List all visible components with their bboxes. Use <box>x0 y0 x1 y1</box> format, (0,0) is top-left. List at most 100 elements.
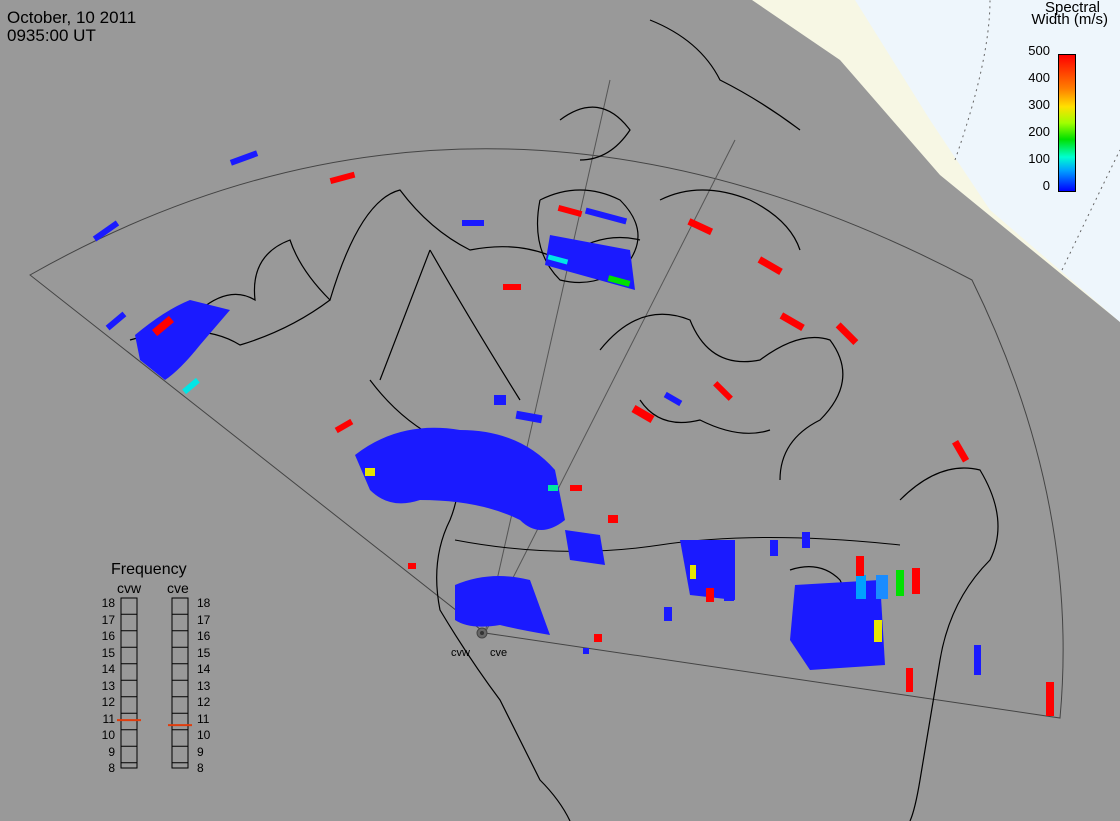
frequency-scale-label: 8 <box>197 761 204 775</box>
echo-bar <box>229 150 259 166</box>
echo-bar <box>770 540 778 556</box>
frequency-scale-label: 14 <box>101 662 115 676</box>
frequency-scale-label: 9 <box>197 744 204 759</box>
echo-bar <box>974 645 981 675</box>
frequency-scale-label: 11 <box>197 711 210 726</box>
colorbar-tick: 100 <box>1028 151 1050 166</box>
frequency-radar-label-cvw: cvw <box>117 580 142 596</box>
echo-bar <box>856 556 864 576</box>
field-of-view-boundary <box>29 148 1064 719</box>
echo-bar <box>690 565 696 579</box>
echo-bar <box>583 648 589 654</box>
echo-region-east <box>790 580 885 670</box>
echo-bar <box>557 204 583 218</box>
echo-bar <box>570 485 582 491</box>
echo-bar <box>906 668 913 692</box>
echo-bar <box>584 207 628 225</box>
frequency-gauge-cvw <box>120 597 138 769</box>
echo-bar <box>896 570 904 596</box>
beam-line-west <box>484 79 611 634</box>
echo-bar <box>105 311 127 331</box>
echo-bar <box>608 515 618 523</box>
echo-bar <box>664 607 672 621</box>
echo-bar <box>503 284 521 290</box>
frequency-scale-label: 12 <box>197 695 211 709</box>
frequency-scale-label: 13 <box>101 678 115 693</box>
echo-bar <box>548 485 558 491</box>
echo-bar <box>952 439 970 463</box>
colorbar <box>1058 54 1076 192</box>
echo-bar <box>329 171 356 185</box>
frequency-scale-label: 9 <box>108 744 115 759</box>
date-label: October, 10 2011 <box>7 8 137 27</box>
echo-bar <box>874 620 882 642</box>
echo-bar <box>1046 682 1054 716</box>
frequency-scale-label: 13 <box>197 678 211 693</box>
frequency-scale-label: 18 <box>197 596 211 610</box>
frequency-scale-label: 14 <box>197 662 211 676</box>
echo-bar <box>687 218 714 236</box>
echo-bar <box>494 395 506 405</box>
frequency-scale-label: 12 <box>101 695 115 709</box>
radar-echoes <box>92 150 1054 716</box>
echo-bar <box>912 568 920 594</box>
us-canada-border <box>454 537 901 552</box>
echo-bar <box>631 405 655 423</box>
echo-bar <box>365 468 375 476</box>
colorbar-subtitle: Width (m/s) <box>1031 11 1108 28</box>
echo-patch-1 <box>565 530 605 565</box>
echo-bar <box>547 254 569 265</box>
frequency-scale-label: 8 <box>108 761 115 775</box>
echo-bar <box>757 256 783 275</box>
radar-site-center <box>480 631 484 635</box>
echo-bar <box>724 585 734 601</box>
frequency-gauge-cve <box>171 597 189 769</box>
coastlines <box>129 19 999 821</box>
echo-bar <box>408 563 416 569</box>
echo-bar <box>515 410 543 424</box>
echo-region-near <box>455 576 550 635</box>
echo-region-main <box>355 427 565 530</box>
echo-bar <box>706 588 714 602</box>
echo-region-alaska <box>135 300 230 380</box>
frequency-title: Frequency <box>111 561 187 578</box>
echo-bar <box>92 220 120 242</box>
echo-bar <box>607 275 631 287</box>
frequency-scale-label: 16 <box>197 629 211 643</box>
frequency-radar-label-cve: cve <box>167 580 189 596</box>
echo-patch-2 <box>680 540 735 600</box>
radar-label-cve: cve <box>490 647 508 659</box>
colorbar-tick: 200 <box>1028 124 1050 139</box>
frequency-scale-label: 10 <box>101 728 115 742</box>
time-label: 0935:00 UT <box>7 26 96 45</box>
frequency-scale-label: 17 <box>197 612 211 627</box>
echo-bar <box>876 575 888 599</box>
frequency-scale-label: 10 <box>197 728 211 742</box>
echo-bar <box>856 575 866 599</box>
echo-bar <box>182 377 200 395</box>
echo-bar <box>152 315 174 337</box>
echo-bar <box>713 381 733 401</box>
echo-bar <box>802 532 810 548</box>
frequency-scale-label: 15 <box>101 645 115 660</box>
echo-bar <box>663 391 683 407</box>
frequency-scale-label: 11 <box>102 711 115 726</box>
latitude-circle-2 <box>1061 149 1120 271</box>
echo-bar <box>835 322 859 346</box>
colorbar-tick: 0 <box>1042 178 1050 193</box>
frequency-scale-label: 16 <box>101 629 115 643</box>
colorbar-tick: 400 <box>1028 70 1050 85</box>
echo-bar <box>779 312 805 331</box>
colorbar-title: Spectral <box>1044 0 1100 16</box>
sky-region <box>855 0 1120 322</box>
frequency-scale-label: 15 <box>197 645 211 660</box>
colorbar-tick: 300 <box>1028 97 1050 112</box>
echo-bar <box>594 634 602 642</box>
radar-label-cvw: cvw <box>451 647 470 659</box>
echo-bar <box>334 418 354 434</box>
colorbar-tick: 500 <box>1028 43 1050 58</box>
echo-bar <box>462 220 484 226</box>
frequency-scale-label: 17 <box>101 612 115 627</box>
